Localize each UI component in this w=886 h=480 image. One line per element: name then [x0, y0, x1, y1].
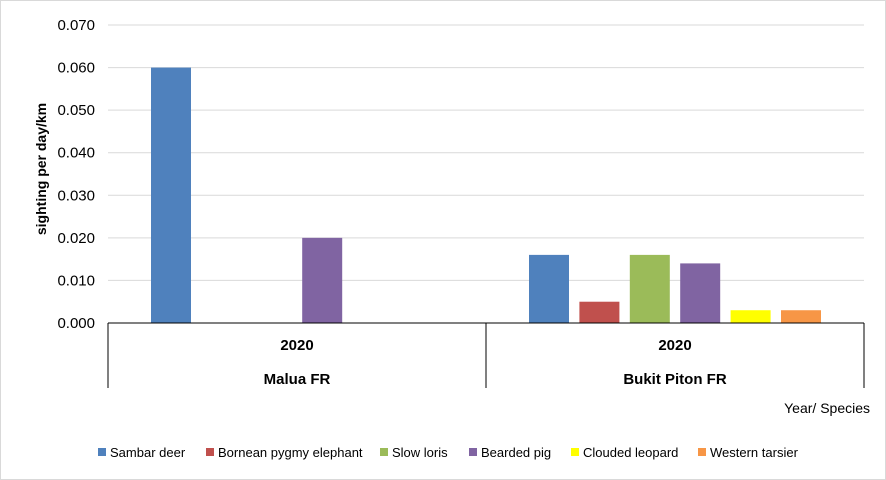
category-labels: 2020 Malua FR 2020 Bukit Piton FR — [264, 337, 727, 388]
bar-clouded-leopard — [730, 310, 771, 323]
legend-swatch — [469, 448, 477, 456]
legend: Sambar deer Bornean pygmy elephant Slow lo… — [98, 445, 799, 460]
bar-bearded-pig — [680, 263, 721, 323]
y-tick-label: 0.040 — [57, 145, 95, 162]
y-tick-label: 0.000 — [57, 315, 95, 332]
axes — [107, 322, 865, 388]
legend-label: Clouded leopard — [583, 445, 678, 460]
bars — [151, 67, 821, 323]
legend-label: Bornean pygmy elephant — [218, 445, 363, 460]
bar-western-tarsier — [781, 310, 821, 323]
y-tick-label: 0.030 — [57, 187, 95, 204]
category-site-label: Malua FR — [264, 371, 331, 388]
legend-swatch — [380, 448, 388, 456]
legend-swatch — [98, 448, 106, 456]
bar-slow-loris — [629, 254, 670, 323]
y-tick-label: 0.060 — [57, 60, 95, 77]
y-tick-label: 0.020 — [57, 230, 95, 247]
y-tick-labels: 0.000 0.010 0.020 0.030 0.040 0.050 0.060 0.070 — [57, 17, 95, 332]
bar-sambar-deer — [151, 67, 191, 323]
y-tick-label: 0.050 — [57, 102, 95, 119]
y-axis-title: sighting per day/km — [33, 103, 49, 235]
legend-label: Sambar deer — [110, 445, 186, 460]
legend-swatch — [698, 448, 706, 456]
legend-label: Slow loris — [392, 445, 448, 460]
legend-swatch — [206, 448, 214, 456]
bar-bearded-pig — [302, 237, 343, 323]
legend-swatch — [571, 448, 579, 456]
category-site-label: Bukit Piton FR — [623, 371, 726, 388]
gridlines — [108, 24, 864, 281]
category-year-label: 2020 — [280, 337, 313, 354]
legend-label: Bearded pig — [481, 445, 551, 460]
category-year-label: 2020 — [658, 337, 691, 354]
bar-bornean-pygmy-elephant — [579, 301, 620, 323]
x-axis-title: Year/ Species — [784, 400, 870, 416]
y-tick-label: 0.010 — [57, 272, 95, 289]
bar-sambar-deer — [529, 254, 569, 323]
legend-label: Western tarsier — [710, 445, 799, 460]
y-tick-label: 0.070 — [57, 17, 95, 34]
